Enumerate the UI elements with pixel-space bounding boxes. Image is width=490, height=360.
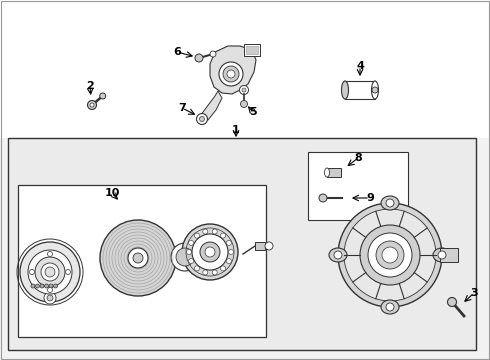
Circle shape — [48, 288, 52, 292]
Ellipse shape — [324, 168, 329, 177]
Circle shape — [372, 87, 378, 93]
Ellipse shape — [329, 248, 347, 262]
Circle shape — [189, 258, 194, 264]
Circle shape — [200, 242, 220, 262]
Bar — [327, 168, 341, 177]
Circle shape — [192, 234, 228, 270]
Circle shape — [265, 242, 273, 250]
Circle shape — [28, 250, 72, 294]
Bar — [345, 81, 375, 99]
Circle shape — [171, 243, 199, 271]
Bar — [255, 242, 265, 250]
Polygon shape — [200, 91, 222, 122]
Circle shape — [133, 253, 143, 263]
Circle shape — [45, 267, 55, 277]
Circle shape — [44, 292, 56, 304]
Circle shape — [40, 284, 44, 288]
Circle shape — [48, 252, 52, 257]
Circle shape — [334, 251, 342, 259]
Circle shape — [212, 270, 217, 275]
Circle shape — [90, 103, 94, 107]
Circle shape — [226, 240, 231, 246]
Ellipse shape — [381, 196, 399, 210]
Circle shape — [45, 284, 49, 288]
Circle shape — [368, 233, 412, 277]
Bar — [246, 46, 258, 54]
Bar — [244, 44, 260, 56]
Circle shape — [176, 248, 194, 266]
Circle shape — [195, 54, 203, 62]
Circle shape — [242, 88, 246, 92]
Text: 6: 6 — [173, 47, 181, 57]
Circle shape — [344, 209, 436, 301]
Circle shape — [31, 284, 35, 288]
Circle shape — [376, 241, 404, 269]
Text: 9: 9 — [366, 193, 374, 203]
Circle shape — [189, 240, 194, 246]
Circle shape — [319, 194, 327, 202]
Circle shape — [182, 224, 238, 280]
Circle shape — [41, 263, 59, 281]
Circle shape — [382, 247, 398, 263]
Circle shape — [228, 249, 234, 255]
Circle shape — [220, 233, 225, 238]
Circle shape — [47, 295, 53, 301]
Circle shape — [49, 284, 53, 288]
Ellipse shape — [342, 81, 348, 99]
Circle shape — [88, 100, 97, 109]
Circle shape — [227, 70, 235, 78]
Circle shape — [203, 270, 208, 275]
Text: 4: 4 — [356, 61, 364, 71]
Circle shape — [212, 229, 217, 234]
Circle shape — [195, 266, 199, 271]
Circle shape — [226, 258, 231, 264]
Circle shape — [240, 86, 248, 95]
Circle shape — [241, 100, 247, 108]
Polygon shape — [210, 46, 256, 94]
Ellipse shape — [433, 248, 451, 262]
Circle shape — [223, 66, 239, 82]
Text: 8: 8 — [354, 153, 362, 163]
Circle shape — [100, 220, 176, 296]
Ellipse shape — [381, 300, 399, 314]
Bar — [0, 0, 490, 138]
Circle shape — [195, 233, 199, 238]
Circle shape — [35, 257, 65, 287]
Circle shape — [338, 203, 442, 307]
Text: 2: 2 — [86, 81, 94, 91]
Circle shape — [53, 284, 57, 288]
Circle shape — [199, 117, 204, 122]
Circle shape — [35, 284, 40, 288]
Circle shape — [203, 229, 208, 234]
Circle shape — [196, 113, 207, 125]
Circle shape — [219, 62, 243, 86]
Circle shape — [210, 51, 216, 57]
Bar — [18, 185, 266, 337]
Circle shape — [386, 303, 394, 311]
Circle shape — [187, 249, 192, 255]
Circle shape — [20, 242, 80, 302]
Bar — [440, 248, 458, 262]
Circle shape — [220, 266, 225, 271]
Text: 3: 3 — [470, 288, 478, 298]
Circle shape — [29, 270, 34, 274]
Circle shape — [438, 251, 446, 259]
Circle shape — [386, 199, 394, 207]
Circle shape — [447, 297, 457, 306]
Ellipse shape — [371, 81, 378, 99]
Circle shape — [128, 248, 148, 268]
Circle shape — [100, 93, 106, 99]
Text: 1: 1 — [232, 125, 240, 135]
Circle shape — [66, 270, 71, 274]
Text: 7: 7 — [178, 103, 186, 113]
Text: 10: 10 — [104, 188, 120, 198]
Circle shape — [360, 225, 420, 285]
Bar — [308, 152, 408, 220]
Text: 5: 5 — [249, 107, 257, 117]
Circle shape — [205, 247, 215, 257]
Bar — [8, 138, 476, 350]
